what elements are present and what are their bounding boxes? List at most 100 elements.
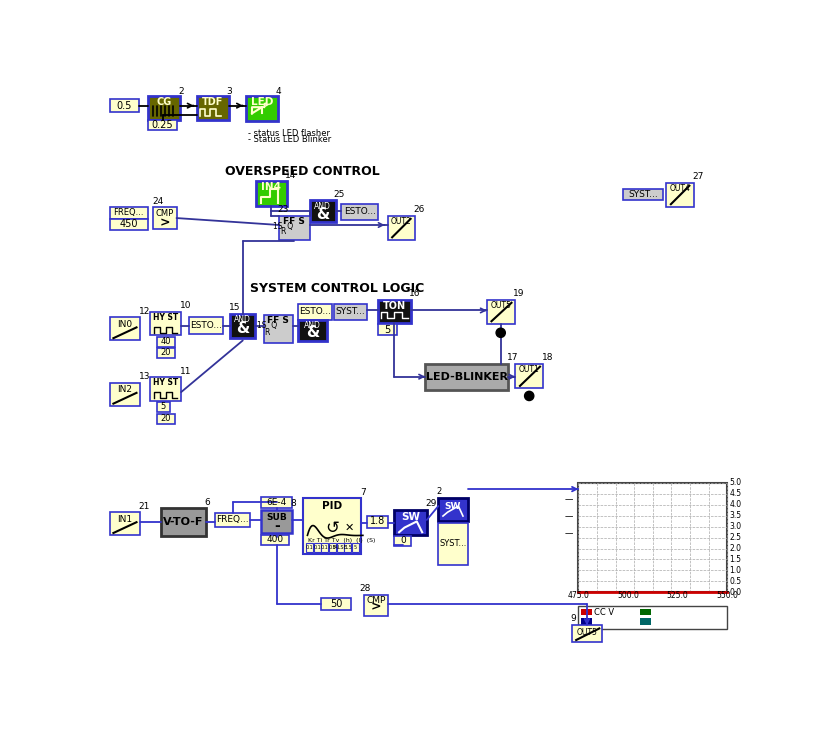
FancyBboxPatch shape <box>394 510 426 535</box>
Text: 27: 27 <box>691 172 703 181</box>
Text: &: & <box>315 207 329 222</box>
Text: FF S: FF S <box>267 316 289 325</box>
Text: OUT4: OUT4 <box>669 184 690 193</box>
Text: 0.5: 0.5 <box>328 545 336 550</box>
FancyBboxPatch shape <box>363 595 388 616</box>
FancyBboxPatch shape <box>261 535 289 545</box>
Text: 2: 2 <box>178 86 184 96</box>
Text: 9: 9 <box>570 614 575 623</box>
FancyBboxPatch shape <box>148 120 177 130</box>
Text: 5: 5 <box>354 545 357 550</box>
Text: V-TO-F: V-TO-F <box>163 517 204 527</box>
Text: 1.5: 1.5 <box>729 555 740 564</box>
Text: >: > <box>160 216 170 229</box>
Text: CMP: CMP <box>156 209 174 218</box>
FancyBboxPatch shape <box>623 189 662 200</box>
FancyBboxPatch shape <box>367 516 387 528</box>
FancyBboxPatch shape <box>189 317 223 335</box>
Text: CMP: CMP <box>366 596 385 605</box>
Text: PID: PID <box>321 501 342 511</box>
FancyBboxPatch shape <box>341 205 378 220</box>
FancyBboxPatch shape <box>333 305 367 320</box>
Circle shape <box>524 391 533 401</box>
Text: FREQ...: FREQ... <box>216 515 248 524</box>
Text: 5.0: 5.0 <box>729 478 740 487</box>
FancyBboxPatch shape <box>570 626 602 642</box>
Text: 0.5: 0.5 <box>729 577 740 586</box>
Text: SW: SW <box>401 512 420 522</box>
Text: 11: 11 <box>180 367 191 376</box>
FancyBboxPatch shape <box>378 324 397 335</box>
FancyBboxPatch shape <box>580 618 591 625</box>
Text: >: > <box>370 600 381 614</box>
Text: 20: 20 <box>161 348 171 357</box>
Text: 29: 29 <box>425 499 436 508</box>
Text: 16: 16 <box>408 289 420 298</box>
FancyBboxPatch shape <box>246 96 278 121</box>
Text: 1S  Q: 1S Q <box>272 222 292 231</box>
Text: 12: 12 <box>138 307 150 316</box>
FancyBboxPatch shape <box>321 598 350 610</box>
Text: FALSE: FALSE <box>333 545 347 550</box>
FancyBboxPatch shape <box>261 497 291 508</box>
Text: 0.5: 0.5 <box>117 101 132 111</box>
FancyBboxPatch shape <box>261 510 291 533</box>
FancyBboxPatch shape <box>109 383 140 406</box>
FancyBboxPatch shape <box>302 499 361 553</box>
FancyBboxPatch shape <box>321 543 328 552</box>
FancyBboxPatch shape <box>109 219 148 229</box>
Text: HY ST: HY ST <box>153 378 178 387</box>
FancyBboxPatch shape <box>329 543 335 552</box>
Text: 4.0: 4.0 <box>729 500 740 509</box>
Text: SYST...: SYST... <box>335 308 365 317</box>
FancyBboxPatch shape <box>336 543 344 552</box>
Text: 2: 2 <box>436 487 441 496</box>
Text: 4.5: 4.5 <box>729 490 740 499</box>
Text: OUT2: OUT2 <box>391 217 412 226</box>
Circle shape <box>495 328 505 338</box>
FancyBboxPatch shape <box>109 208 148 219</box>
Text: IN0: IN0 <box>118 320 132 329</box>
Text: 3: 3 <box>226 86 232 96</box>
FancyBboxPatch shape <box>278 216 310 241</box>
Text: 3.5: 3.5 <box>729 511 740 520</box>
Text: SUB: SUB <box>266 513 286 522</box>
Text: 1S  Q: 1S Q <box>257 321 277 330</box>
Text: 50: 50 <box>330 599 342 609</box>
Text: AND: AND <box>304 321 321 330</box>
Text: 0.1: 0.1 <box>306 545 313 550</box>
Text: AND: AND <box>314 202 331 211</box>
Text: 14: 14 <box>285 171 296 180</box>
Text: AND: AND <box>234 315 251 324</box>
Text: 1.0: 1.0 <box>729 566 740 575</box>
Text: —: — <box>564 529 572 538</box>
Text: 0.1: 0.1 <box>320 545 328 550</box>
Text: 0.1: 0.1 <box>313 545 320 550</box>
Text: 3.0: 3.0 <box>729 522 740 531</box>
Text: SYSTEM CONTROL LOGIC: SYSTEM CONTROL LOGIC <box>249 283 423 296</box>
Text: - status LED flasher: - status LED flasher <box>248 129 330 138</box>
FancyBboxPatch shape <box>666 183 693 208</box>
FancyBboxPatch shape <box>230 314 255 338</box>
Text: LED: LED <box>251 97 273 107</box>
Text: 1.8: 1.8 <box>369 517 385 526</box>
FancyBboxPatch shape <box>196 96 229 120</box>
Text: 0: 0 <box>400 536 405 545</box>
Text: -: - <box>273 519 279 533</box>
Text: ✕: ✕ <box>344 523 354 532</box>
FancyBboxPatch shape <box>438 523 467 566</box>
FancyBboxPatch shape <box>313 543 320 552</box>
Text: IN2: IN2 <box>118 385 132 394</box>
Text: 2.5: 2.5 <box>729 533 740 542</box>
Text: 7: 7 <box>359 488 365 497</box>
Text: 17: 17 <box>506 353 518 362</box>
FancyBboxPatch shape <box>387 216 415 241</box>
Text: R: R <box>264 329 270 338</box>
Text: TON: TON <box>383 301 406 311</box>
Text: 40: 40 <box>161 337 171 346</box>
Text: 8: 8 <box>290 499 296 508</box>
Text: 26: 26 <box>413 205 425 214</box>
FancyBboxPatch shape <box>394 536 411 546</box>
Text: SYST...: SYST... <box>628 190 657 199</box>
Text: SW: SW <box>445 502 460 511</box>
